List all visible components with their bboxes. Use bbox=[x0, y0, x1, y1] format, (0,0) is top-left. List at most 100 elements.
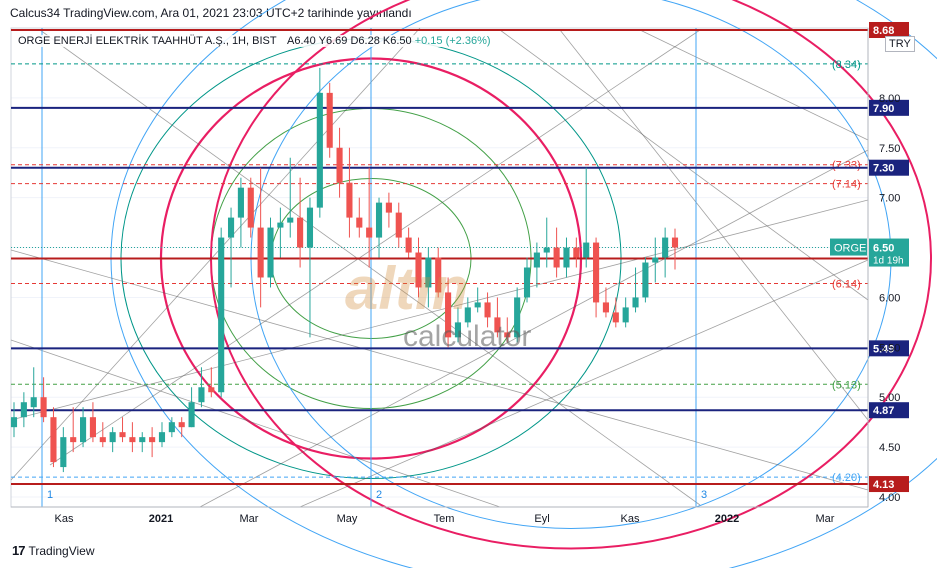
candle-body bbox=[435, 257, 442, 293]
fib-level-label: (7.33) bbox=[832, 160, 861, 172]
candle bbox=[484, 292, 491, 328]
price-tick-label: 5.00 bbox=[879, 392, 900, 404]
candle-body bbox=[40, 397, 47, 418]
candle-body bbox=[602, 302, 609, 313]
open-value: A6.40 bbox=[287, 35, 316, 47]
candle-body bbox=[326, 92, 333, 148]
candle bbox=[119, 417, 126, 443]
candle-body bbox=[267, 227, 274, 278]
candle bbox=[227, 207, 235, 288]
candle-body bbox=[632, 297, 639, 308]
candle-body bbox=[89, 417, 96, 438]
candle-body bbox=[198, 387, 205, 403]
candle bbox=[80, 407, 87, 448]
candle-body bbox=[297, 217, 304, 248]
candle bbox=[632, 267, 639, 313]
candle-body bbox=[445, 292, 452, 338]
footer: 17 TradingView bbox=[12, 543, 95, 558]
price-level-badge bbox=[869, 159, 909, 176]
price-level-badge-label: 7.90 bbox=[873, 103, 894, 115]
trend-line bbox=[10, 339, 501, 508]
trend-line bbox=[10, 27, 421, 481]
symbol-badge-label: ORGE bbox=[834, 243, 866, 255]
candle bbox=[139, 432, 146, 453]
time-tick-label: Mar bbox=[240, 513, 259, 525]
candle bbox=[385, 192, 392, 228]
candle bbox=[336, 127, 343, 198]
candle-body bbox=[188, 402, 195, 428]
candle-body bbox=[425, 257, 432, 288]
candle-body bbox=[415, 252, 422, 288]
candle-body bbox=[366, 227, 373, 238]
candle-body bbox=[385, 202, 392, 213]
candle bbox=[10, 402, 18, 438]
candles bbox=[10, 67, 679, 473]
candle bbox=[208, 367, 215, 398]
price-tick-label: 4.50 bbox=[879, 442, 900, 454]
vertical-marker-label: 1 bbox=[47, 489, 53, 501]
candle bbox=[306, 197, 314, 338]
change-value: +0.15 (+2.36%) bbox=[414, 35, 491, 47]
symbol-name[interactable]: ORGE ENERJİ ELEKTRİK TAAHHÜT A.Ş., 1H, B… bbox=[18, 35, 277, 47]
candle-body bbox=[395, 212, 402, 238]
candle-body bbox=[129, 437, 136, 443]
candle bbox=[89, 402, 96, 443]
time-tick-label: Eyl bbox=[534, 513, 549, 525]
candle bbox=[395, 202, 402, 248]
symbol-badge bbox=[830, 238, 867, 256]
candle-body bbox=[622, 307, 629, 323]
candle bbox=[642, 257, 649, 303]
candle bbox=[50, 407, 57, 468]
candle-body bbox=[10, 417, 18, 428]
candle bbox=[20, 392, 27, 428]
price-tick-label: 7.50 bbox=[879, 143, 900, 155]
candle-body bbox=[504, 332, 511, 338]
candle bbox=[435, 247, 442, 298]
countdown-label: 1d 19h bbox=[873, 256, 904, 267]
candle bbox=[168, 417, 175, 438]
time-tick-label: Mar bbox=[816, 513, 835, 525]
candle bbox=[70, 407, 77, 453]
candle-body bbox=[80, 417, 87, 443]
time-tick-label: 2022 bbox=[715, 513, 739, 525]
candle-body bbox=[652, 257, 659, 263]
candle bbox=[375, 197, 383, 258]
trend-line bbox=[299, 259, 869, 508]
candle bbox=[454, 307, 462, 343]
tradingview-logo-icon[interactable]: 17 bbox=[12, 543, 26, 558]
close-value: K6.50 bbox=[382, 35, 412, 47]
time-axis: Kas 2021 Mar May Tem Eyl Kas 2022 Mar bbox=[11, 506, 868, 525]
candle-body bbox=[178, 422, 185, 428]
candle-body bbox=[454, 322, 462, 338]
trend-line bbox=[559, 29, 869, 421]
price-level-badge bbox=[869, 340, 909, 357]
price-tick-label: 5.50 bbox=[879, 342, 900, 354]
candle bbox=[445, 277, 452, 348]
chart-drawings: 1 2 3 bbox=[10, 0, 937, 568]
candle-body bbox=[642, 262, 649, 298]
candle-body bbox=[356, 217, 363, 228]
candle bbox=[257, 167, 264, 308]
candle bbox=[188, 387, 195, 428]
candle bbox=[366, 167, 373, 268]
trend-line bbox=[10, 199, 869, 421]
candle bbox=[553, 227, 560, 278]
time-tick-label: May bbox=[337, 513, 358, 525]
candle bbox=[425, 247, 432, 308]
tradingview-brand[interactable]: TradingView bbox=[28, 543, 95, 558]
candle-body bbox=[494, 317, 501, 333]
candle-body bbox=[208, 387, 215, 393]
candle bbox=[247, 177, 254, 238]
candle-body bbox=[553, 247, 560, 268]
time-tick-label: Kas bbox=[55, 513, 74, 525]
last-price-badge bbox=[869, 238, 909, 267]
candle-body bbox=[583, 242, 590, 258]
candle bbox=[267, 217, 274, 288]
price-level-badge-label: 4.87 bbox=[873, 405, 894, 417]
price-level-badge-label: 7.30 bbox=[873, 163, 894, 175]
candle-body bbox=[612, 312, 619, 323]
currency-badge[interactable]: TRY bbox=[885, 36, 915, 52]
price-level-badge-label: 4.13 bbox=[873, 479, 894, 491]
candle-body bbox=[149, 437, 156, 443]
